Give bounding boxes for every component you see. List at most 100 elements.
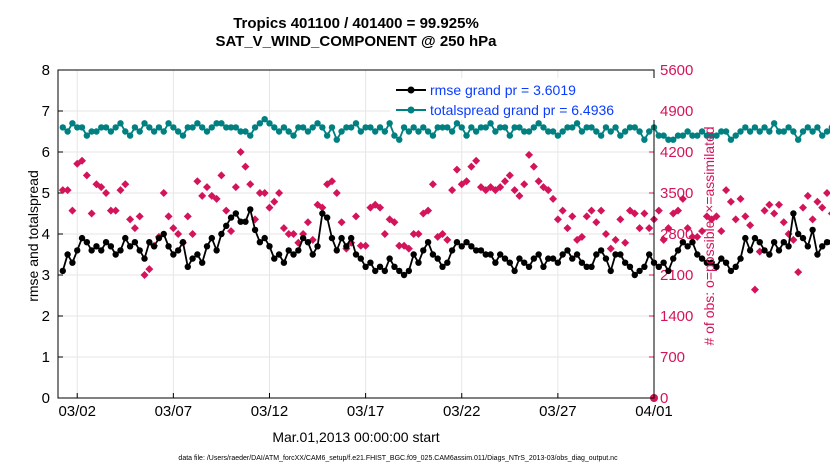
obs-count-marker (770, 209, 779, 218)
y-tick-label-left: 2 (42, 308, 50, 325)
rmse-point (809, 226, 816, 234)
totalspread-point (439, 124, 446, 131)
obs-count-marker (774, 200, 783, 209)
obs-count-marker (145, 265, 154, 274)
obs-count-marker (818, 203, 827, 212)
obs-count-marker (510, 186, 519, 195)
rmse-point (429, 251, 437, 258)
x-tick-label: 03/12 (251, 403, 289, 420)
obs-count-marker (327, 177, 336, 186)
rmse-point (396, 267, 403, 275)
rmse-point (237, 218, 244, 225)
totalspread-point (583, 124, 590, 131)
obs-count-marker (698, 227, 707, 236)
obs-count-marker (303, 218, 312, 227)
totalspread-point (150, 128, 158, 135)
rmse-point (549, 255, 557, 262)
totalspread-point (275, 128, 283, 135)
totalspread-point (665, 136, 672, 143)
rmse-point (323, 214, 331, 221)
obs-count-marker (78, 156, 87, 165)
totalspread-point (218, 120, 225, 127)
y-tick-label-right: 4900 (660, 103, 693, 120)
y-tick-label-left: 6 (42, 144, 50, 161)
rmse-point (271, 255, 278, 262)
obs-count-marker (462, 177, 471, 186)
rmse-point (160, 230, 167, 238)
totalspread-point (468, 124, 475, 131)
obs-count-marker (395, 241, 404, 250)
totalspread-point (718, 128, 725, 135)
totalspread-point (415, 128, 422, 135)
obs-count-marker (558, 206, 567, 215)
totalspread-point (554, 132, 562, 139)
rmse-point (612, 251, 619, 258)
obs-count-marker (260, 189, 269, 197)
obs-count-marker (688, 232, 697, 241)
rmse-point (227, 214, 235, 221)
rmse-point (670, 255, 677, 262)
obs-count-marker (616, 215, 625, 224)
rmse-point (184, 263, 191, 270)
totalspread-point (420, 124, 427, 131)
obs-count-marker (693, 232, 702, 241)
totalspread-point (391, 132, 398, 139)
obs-count-marker (183, 212, 192, 221)
totalspread-point (713, 132, 720, 139)
totalspread-point (501, 124, 509, 131)
rmse-point (165, 243, 172, 250)
rmse-point (74, 247, 81, 254)
obs-count-marker (265, 203, 274, 212)
rmse-point (266, 243, 273, 250)
rmse-point (251, 226, 259, 234)
obs-count-marker (534, 177, 543, 186)
totalspread-point (367, 124, 374, 131)
y-axis-label-left: rmse and totalspread (25, 170, 41, 302)
totalspread-point (410, 124, 417, 131)
obs-count-marker (722, 186, 731, 195)
totalspread-point (770, 120, 778, 127)
obs-count-marker (789, 235, 798, 244)
totalspread-point (78, 124, 86, 131)
obs-count-marker (467, 162, 476, 171)
x-axis-label: Mar.01,2013 00:00:00 start (272, 429, 439, 445)
rmse-point (280, 259, 288, 266)
rmse-point (415, 259, 422, 266)
obs-count-marker (159, 189, 168, 197)
obs-count-marker (279, 224, 288, 233)
rmse-point (578, 259, 586, 266)
rmse-point (545, 255, 552, 262)
obs-count-marker (188, 230, 197, 238)
obs-count-marker (164, 212, 173, 221)
rmse-point (69, 259, 76, 266)
obs-count-marker (635, 224, 644, 233)
rmse-point (631, 271, 638, 279)
totalspread-point (593, 128, 600, 135)
obs-count-marker (501, 177, 509, 186)
legend-rmse-label: rmse grand pr = 3.6019 (430, 82, 576, 98)
totalspread-point (761, 124, 768, 131)
rmse-point (708, 259, 715, 266)
rmse-point (203, 243, 211, 250)
rmse-point (208, 234, 216, 242)
obs-count-marker (472, 156, 481, 165)
y-tick-label-left: 4 (42, 226, 50, 243)
rmse-point (626, 263, 634, 270)
rmse-point (617, 251, 624, 258)
rmse-point (420, 247, 427, 254)
totalspread-point (525, 128, 533, 135)
totalspread-point (742, 124, 749, 131)
obs-count-marker (390, 218, 399, 227)
rmse-point (155, 234, 163, 242)
totalspread-point (69, 120, 76, 127)
totalspread-point (98, 124, 105, 131)
rmse-point (194, 251, 201, 258)
totalspread-point (472, 128, 480, 135)
obs-count-marker (63, 186, 72, 195)
totalspread-point (785, 124, 792, 131)
obs-count-marker (582, 212, 591, 221)
y-tick-label-right: 3500 (660, 185, 693, 202)
rmse-point (261, 234, 268, 242)
totalspread-point (444, 124, 451, 131)
totalspread-point (766, 128, 773, 135)
